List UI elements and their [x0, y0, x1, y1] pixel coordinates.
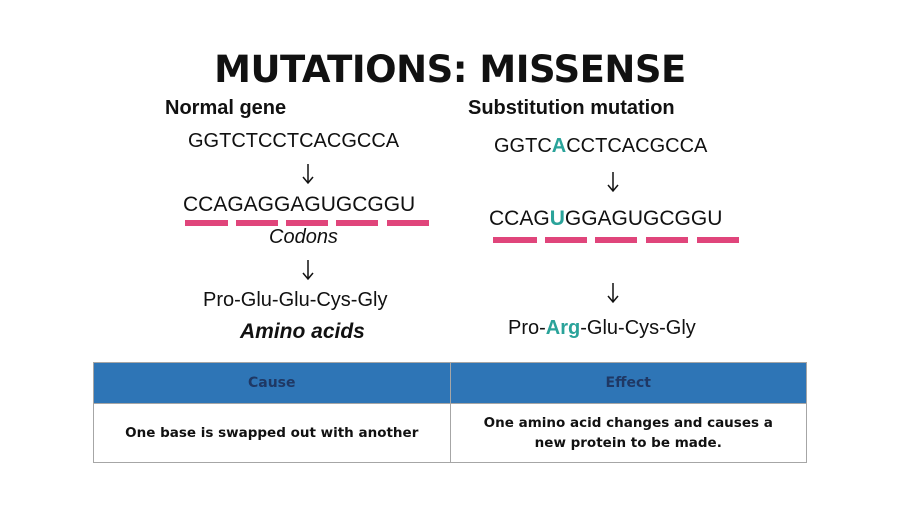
- protein-sequence: Pro-Arg-Glu-Cys-Gly: [508, 317, 696, 340]
- table-cell: One amino acid changes and causes a new …: [449, 403, 807, 463]
- sequence-part: CCAG: [489, 207, 550, 230]
- table-cell: One base is swapped out with another: [93, 403, 451, 463]
- codon-bar: [387, 220, 429, 226]
- codon-bar: [336, 220, 378, 226]
- codon-bar: [286, 220, 328, 226]
- header-cell: Effect: [449, 362, 807, 404]
- codons-label: Codons: [269, 226, 338, 248]
- codon-bar: [646, 237, 688, 243]
- mrna-sequence: CCAGAGGAGUGCGGU: [183, 193, 416, 216]
- title: MUTATIONS: MISSENSE: [214, 48, 686, 91]
- left-heading: Normal gene: [165, 97, 287, 119]
- table-header: Cause Effect: [93, 362, 807, 404]
- codon-bar: [236, 220, 278, 226]
- amino-acids-label: Amino acids: [240, 320, 365, 343]
- sequence-part: GGAGUGCGGU: [564, 207, 723, 230]
- arrow: [607, 172, 619, 193]
- sequence-part: CCTCACGCCA: [566, 135, 708, 157]
- protein-sequence: Pro-Glu-Glu-Cys-Gly: [203, 289, 388, 311]
- dna-sequence: GGTCTCCTCACGCCA: [188, 130, 400, 152]
- codon-bar: [697, 237, 739, 243]
- arrow: [302, 260, 314, 281]
- sequence-part: GGTC: [494, 135, 552, 157]
- table-row: One base is swapped out with another One…: [93, 403, 807, 463]
- right-heading: Substitution mutation: [468, 97, 675, 119]
- cause-effect-table: Cause Effect One base is swapped out wit…: [93, 362, 807, 463]
- mutated-base: U: [549, 207, 565, 230]
- codon-bar: [185, 220, 228, 226]
- arrow: [302, 164, 314, 185]
- mrna-sequence: CCAGUGGAGUGCGGU: [489, 207, 722, 231]
- changed-amino-acid: Arg: [545, 317, 581, 339]
- arrow: [607, 283, 619, 304]
- mutated-base: A: [551, 135, 567, 157]
- dna-sequence: GGTCACCTCACGCCA: [494, 135, 707, 158]
- sequence-part: Pro-: [508, 317, 546, 339]
- codon-bar: [595, 237, 637, 243]
- sequence-part: -Glu-Cys-Gly: [580, 317, 696, 339]
- codon-bar: [545, 237, 587, 243]
- header-cell: Cause: [93, 362, 451, 404]
- codon-bar: [493, 237, 537, 243]
